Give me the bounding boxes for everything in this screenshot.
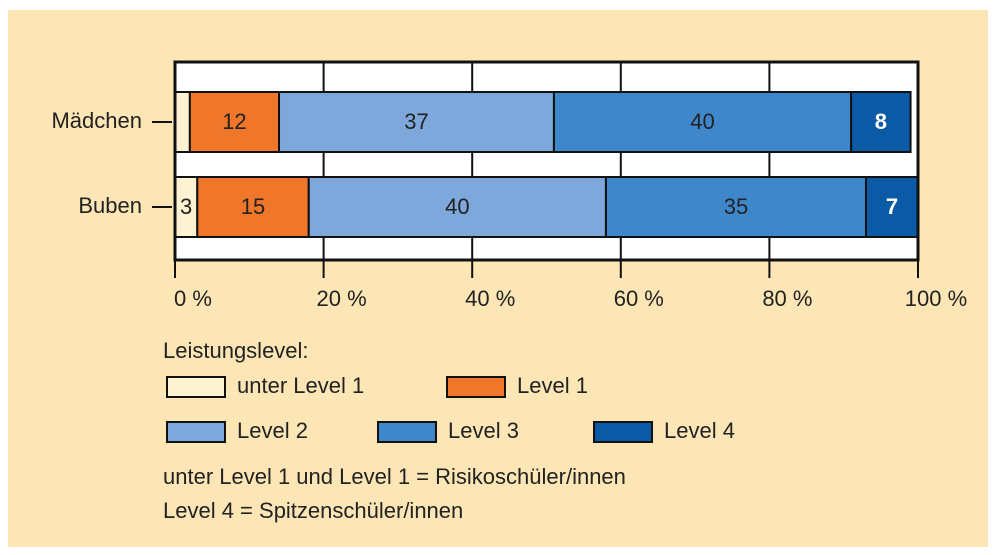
note: Level 4 = Spitzenschüler/innen [163, 498, 463, 523]
x-tick-label: 80 % [762, 286, 812, 311]
legend-label: Level 2 [237, 418, 308, 443]
bar-segment [174, 91, 191, 153]
x-tick-label: 0 % [174, 286, 212, 311]
data-label: 40 [690, 109, 714, 134]
plot-border [173, 60, 920, 262]
legend-label: Level 3 [448, 418, 519, 443]
legend-label: Level 4 [664, 418, 735, 443]
legend-label: Level 1 [517, 373, 588, 398]
data-label: 37 [404, 109, 428, 134]
bar-segment [278, 91, 555, 153]
data-label: 15 [241, 194, 265, 219]
data-label: 40 [445, 194, 469, 219]
y-tick-label: Buben [78, 193, 142, 218]
data-label: 8 [875, 109, 887, 134]
bar-segment [307, 176, 607, 238]
data-label: 35 [724, 194, 748, 219]
bar-segment [552, 91, 853, 153]
legend-swatch [166, 421, 226, 443]
y-tick-label: Mädchen [51, 108, 142, 133]
x-tick-label: 40 % [465, 286, 515, 311]
data-label: 7 [886, 194, 898, 219]
x-tick-label: 60 % [614, 286, 664, 311]
bar-segment [604, 176, 867, 238]
bar-segment [864, 176, 919, 238]
bar-segment [850, 91, 912, 153]
data-label: 3 [180, 194, 192, 219]
legend-title: Leistungslevel: [163, 338, 309, 363]
x-tick-label: 20 % [317, 286, 367, 311]
legend-swatch [166, 376, 226, 398]
note: unter Level 1 und Level 1 = Risikoschüle… [163, 464, 626, 489]
legend-swatch [377, 421, 437, 443]
x-tick-label: 100 % [905, 286, 967, 311]
legend-swatch [593, 421, 653, 443]
legend-label: unter Level 1 [237, 373, 364, 398]
legend-swatch [446, 376, 506, 398]
data-label: 12 [222, 109, 246, 134]
